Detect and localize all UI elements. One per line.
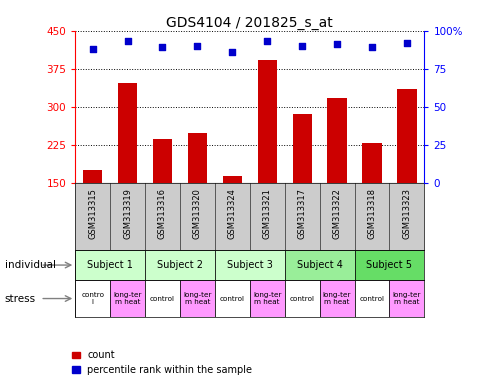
Text: long-ter
m heat: long-ter m heat — [253, 292, 281, 305]
Text: Subject 3: Subject 3 — [227, 260, 272, 270]
Bar — [75, 250, 145, 280]
Bar — [292, 114, 311, 183]
Text: stress: stress — [5, 293, 36, 303]
Bar — [319, 280, 354, 317]
Bar — [152, 139, 172, 183]
Point — [123, 38, 131, 45]
Point — [228, 49, 236, 55]
Text: GSM313317: GSM313317 — [297, 188, 306, 239]
Bar — [145, 250, 214, 280]
Text: GSM313321: GSM313321 — [262, 188, 271, 239]
Bar — [354, 250, 424, 280]
Bar — [75, 280, 110, 317]
Bar — [214, 280, 249, 317]
Text: long-ter
m heat: long-ter m heat — [392, 292, 420, 305]
Bar — [249, 280, 284, 317]
Text: GSM313322: GSM313322 — [332, 188, 341, 239]
Bar — [396, 89, 416, 183]
Text: Subject 2: Subject 2 — [157, 260, 202, 270]
Text: GSM313316: GSM313316 — [158, 188, 166, 239]
Bar — [257, 60, 276, 183]
Text: GSM313315: GSM313315 — [88, 188, 97, 239]
Text: long-ter
m heat: long-ter m heat — [113, 292, 141, 305]
Text: GSM313324: GSM313324 — [227, 188, 236, 239]
Bar — [362, 143, 381, 183]
Text: contro
l: contro l — [81, 292, 104, 305]
Bar — [327, 98, 346, 183]
Point — [158, 45, 166, 51]
Legend: count, percentile rank within the sample: count, percentile rank within the sample — [68, 346, 256, 379]
Point — [333, 41, 340, 48]
Point — [263, 38, 271, 45]
Text: Subject 5: Subject 5 — [366, 260, 411, 270]
Text: Subject 1: Subject 1 — [87, 260, 133, 270]
Point — [402, 40, 410, 46]
Text: control: control — [150, 296, 175, 301]
Text: Subject 4: Subject 4 — [296, 260, 342, 270]
Bar — [118, 83, 137, 183]
Bar — [214, 250, 284, 280]
Bar — [389, 280, 424, 317]
Bar — [145, 280, 180, 317]
Title: GDS4104 / 201825_s_at: GDS4104 / 201825_s_at — [166, 16, 333, 30]
Text: control: control — [289, 296, 314, 301]
Text: GSM313318: GSM313318 — [367, 188, 376, 239]
Text: long-ter
m heat: long-ter m heat — [322, 292, 350, 305]
Text: individual: individual — [5, 260, 56, 270]
Point — [89, 46, 96, 52]
Bar — [284, 250, 354, 280]
Text: GSM313323: GSM313323 — [402, 188, 410, 239]
Text: GSM313319: GSM313319 — [123, 188, 132, 239]
Point — [298, 43, 305, 49]
Bar — [110, 280, 145, 317]
Text: control: control — [219, 296, 244, 301]
Point — [367, 45, 375, 51]
Text: long-ter
m heat: long-ter m heat — [183, 292, 211, 305]
Bar — [187, 133, 207, 183]
Bar — [284, 280, 319, 317]
Bar — [222, 176, 242, 183]
Bar — [180, 280, 214, 317]
Text: control: control — [359, 296, 384, 301]
Point — [193, 43, 201, 49]
Text: GSM313320: GSM313320 — [193, 188, 201, 239]
Bar — [83, 170, 102, 183]
Bar — [354, 280, 389, 317]
